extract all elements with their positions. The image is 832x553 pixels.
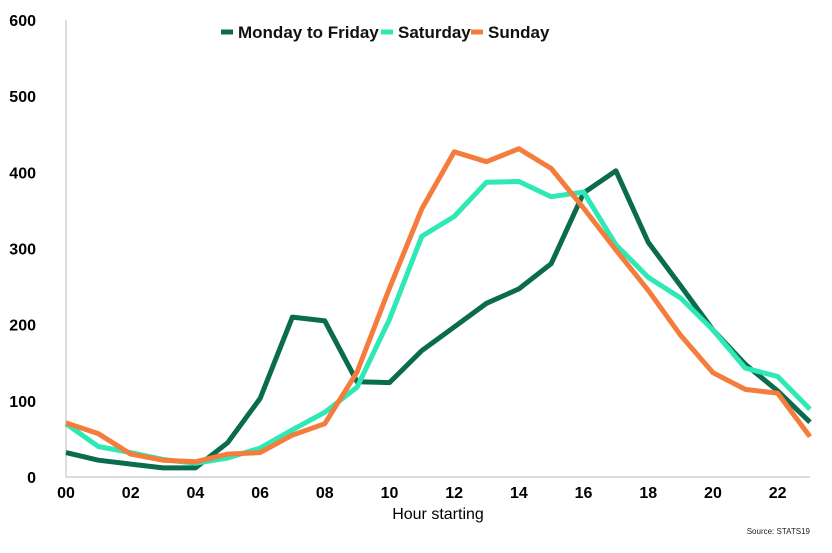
x-axis-title: Hour starting <box>392 506 484 523</box>
x-tick-label: 20 <box>704 485 722 502</box>
y-tick-label: 600 <box>9 13 36 30</box>
x-tick-label: 22 <box>769 485 787 502</box>
y-tick-label: 100 <box>9 394 36 411</box>
legend-label: Saturday <box>398 23 471 42</box>
x-tick-label: 00 <box>57 485 75 502</box>
legend: Monday to Friday Saturday Sunday <box>221 23 550 42</box>
series-line-sunday <box>65 146 813 465</box>
x-tick-label: 10 <box>381 485 399 502</box>
x-axis-ticks: 00 02 04 06 08 10 12 14 16 18 20 22 <box>57 485 787 502</box>
y-tick-label: 400 <box>9 165 36 182</box>
x-tick-label: 04 <box>186 485 204 502</box>
x-tick-label: 02 <box>122 485 140 502</box>
y-tick-label: 500 <box>9 89 36 106</box>
series-line-saturday <box>64 179 812 466</box>
source-note: Source: STATS19 <box>747 527 811 536</box>
x-tick-label: 14 <box>510 485 528 502</box>
x-tick-label: 12 <box>445 485 463 502</box>
legend-label: Monday to Friday <box>238 23 379 42</box>
y-tick-label: 200 <box>9 318 36 335</box>
x-tick-label: 08 <box>316 485 334 502</box>
series-lines <box>64 146 813 471</box>
y-tick-label: 300 <box>9 242 36 259</box>
y-axis-ticks: 0 100 200 300 400 500 600 <box>9 13 36 487</box>
series-line-monday-to-friday <box>65 168 812 471</box>
x-tick-label: 06 <box>251 485 269 502</box>
legend-label: Sunday <box>488 23 550 42</box>
y-tick-label: 0 <box>27 470 36 487</box>
x-tick-label: 18 <box>639 485 657 502</box>
x-tick-label: 16 <box>575 485 593 502</box>
